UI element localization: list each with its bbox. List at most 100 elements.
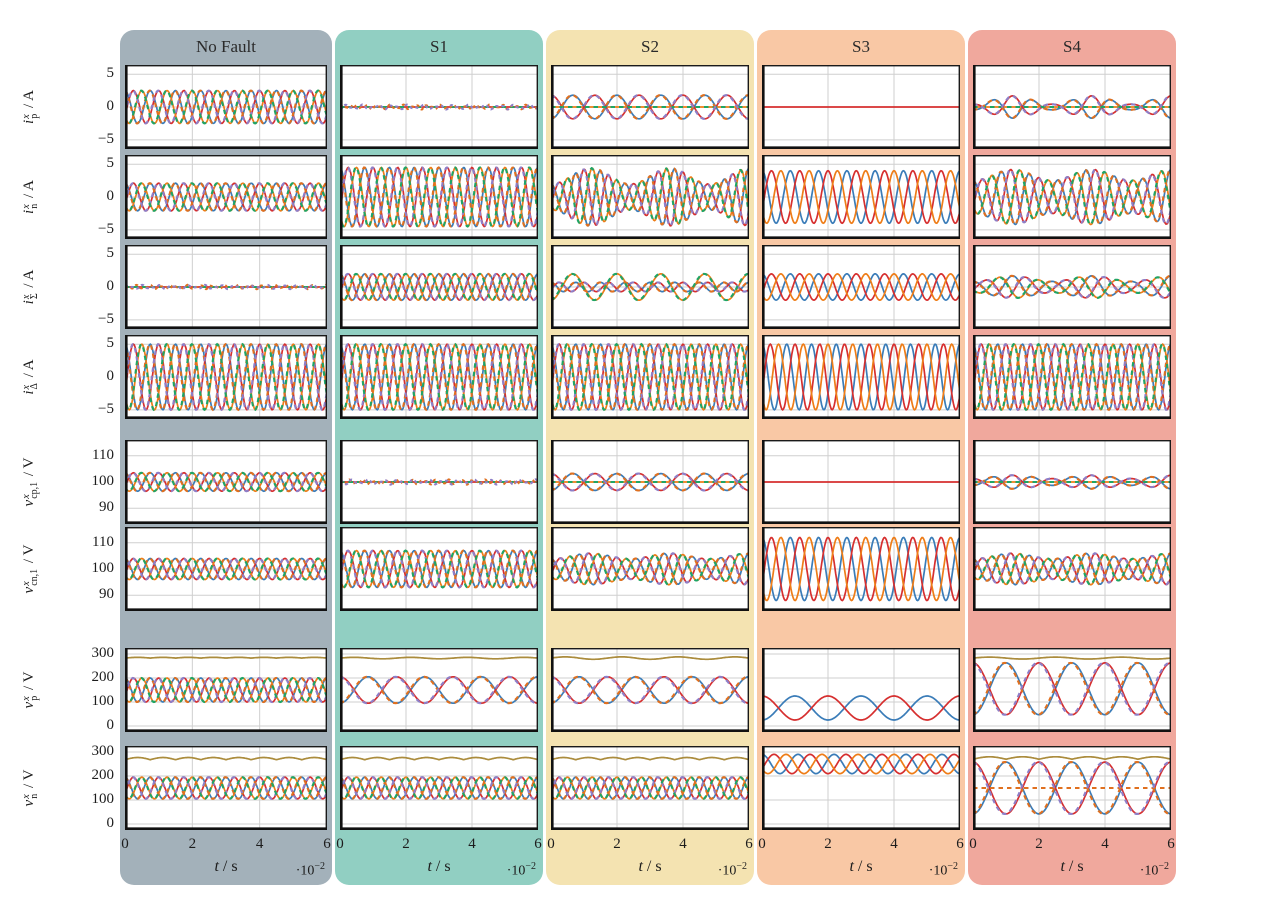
x-tick-label-s1: 4 — [468, 836, 476, 852]
axis-scale-note-nofault: ·10−2 — [295, 861, 325, 879]
x-tick-label-s4: 2 — [1035, 836, 1043, 852]
axis-scale-note-s2: ·10−2 — [717, 861, 747, 879]
plot-vcp1-s2 — [551, 440, 749, 524]
y-tick-label-idelta: 0 — [106, 368, 115, 384]
x-tick-label-s2: 6 — [745, 836, 753, 852]
y-tick-label-idelta: −5 — [98, 400, 114, 417]
plot-in-s1 — [340, 155, 538, 239]
y-tick-label-vcn1: 90 — [99, 586, 114, 603]
plot-isum-s1 — [340, 245, 538, 329]
y-tick-label-vcp1: 110 — [92, 446, 114, 463]
x-tick-label-nofault: 6 — [323, 836, 331, 852]
plot-ip-s1 — [340, 65, 538, 149]
column-header-s4: S4 — [1063, 37, 1081, 56]
x-axis-label-s3: t / s — [849, 858, 873, 875]
plot-vcn1-s2 — [551, 527, 749, 611]
plot-idelta-s3 — [762, 335, 960, 419]
column-header-s2: S2 — [641, 37, 659, 56]
plot-vcn1-s3 — [762, 527, 960, 611]
x-axis-label-nofault: t / s — [214, 858, 238, 875]
plot-vn-s3 — [762, 746, 960, 830]
plot-vp-s3 — [762, 648, 960, 732]
y-tick-label-vn: 0 — [106, 815, 115, 831]
plot-idelta-s4 — [973, 335, 1171, 419]
plot-vn-s1 — [340, 746, 538, 830]
y-tick-label-isum: 5 — [106, 245, 115, 262]
x-tick-label-s1: 6 — [534, 836, 542, 852]
y-tick-label-vcp1: 100 — [91, 473, 115, 489]
plot-vn-s2 — [551, 746, 749, 830]
y-tick-label-vn: 200 — [91, 767, 115, 783]
x-tick-label-s1: 0 — [336, 836, 344, 852]
plot-vcp1-s3 — [762, 440, 960, 524]
x-tick-label-s2: 0 — [547, 836, 555, 852]
y-axis-label-vcn1: v x cn,1 / V — [21, 544, 40, 594]
plot-vcn1-s1 — [340, 527, 538, 611]
plot-in-s2 — [551, 155, 749, 239]
y-tick-label-ip: −5 — [98, 130, 114, 147]
y-tick-label-ip: 0 — [106, 98, 115, 114]
y-tick-label-in: −5 — [98, 220, 114, 237]
y-tick-label-vcn1: 100 — [91, 560, 115, 576]
column-header-s3: S3 — [852, 37, 870, 56]
plot-vcn1-s4 — [973, 527, 1171, 611]
x-tick-label-s1: 2 — [402, 836, 410, 852]
x-axis-label-s1: t / s — [427, 858, 451, 875]
x-tick-label-s3: 6 — [956, 836, 964, 852]
plot-vp-nofault — [125, 648, 327, 732]
x-tick-label-nofault: 4 — [255, 836, 264, 852]
x-tick-label-s2: 4 — [679, 836, 687, 852]
plot-in-nofault — [125, 155, 327, 239]
y-tick-label-vn: 300 — [91, 743, 115, 759]
column-header-s1: S1 — [430, 37, 448, 56]
plot-vn-s4 — [973, 746, 1171, 830]
plot-idelta-s1 — [340, 335, 538, 419]
plot-ip-s4 — [973, 65, 1171, 149]
x-tick-label-s4: 0 — [969, 836, 977, 852]
y-tick-label-vp: 200 — [91, 669, 115, 685]
y-tick-label-vp: 300 — [91, 645, 115, 661]
y-tick-label-vn: 100 — [91, 791, 115, 807]
y-tick-label-vp: 0 — [106, 717, 115, 733]
y-tick-label-in: 0 — [106, 188, 115, 204]
plot-vcn1-nofault — [125, 527, 327, 611]
plot-vp-s2 — [551, 648, 749, 732]
plot-isum-s2 — [551, 245, 749, 329]
y-tick-label-in: 5 — [106, 155, 115, 172]
plot-vn-nofault — [125, 746, 327, 830]
axis-scale-note-s4: ·10−2 — [1139, 861, 1169, 879]
x-tick-label-s3: 4 — [890, 836, 898, 852]
plot-isum-nofault — [125, 245, 327, 329]
y-tick-label-isum: 0 — [106, 278, 115, 294]
plot-ip-s3 — [762, 65, 960, 149]
plot-vcp1-s4 — [973, 440, 1171, 524]
plot-vcp1-nofault — [125, 440, 327, 524]
x-tick-label-s4: 6 — [1167, 836, 1175, 852]
y-tick-label-vp: 100 — [91, 693, 115, 709]
plot-vp-s1 — [340, 648, 538, 732]
plot-ip-nofault — [125, 65, 327, 149]
column-header-nofault: No Fault — [196, 37, 256, 56]
x-axis-label-s4: t / s — [1060, 858, 1084, 875]
axis-scale-note-s3: ·10−2 — [928, 861, 958, 879]
plot-in-s3 — [762, 155, 960, 239]
x-tick-label-nofault: 2 — [188, 836, 197, 852]
y-tick-label-ip: 5 — [106, 65, 115, 82]
plot-idelta-nofault — [125, 335, 327, 419]
x-axis-label-s2: t / s — [638, 858, 662, 875]
plot-vp-s4 — [973, 648, 1171, 732]
plot-isum-s3 — [762, 245, 960, 329]
x-tick-label-s2: 2 — [613, 836, 621, 852]
x-tick-label-s3: 2 — [824, 836, 832, 852]
y-tick-label-idelta: 5 — [106, 335, 115, 352]
y-tick-label-isum: −5 — [98, 310, 114, 327]
plot-vcp1-s1 — [340, 440, 538, 524]
plot-idelta-s2 — [551, 335, 749, 419]
y-tick-label-vcp1: 90 — [99, 499, 114, 516]
x-tick-label-nofault: 0 — [121, 836, 129, 852]
y-tick-label-vcn1: 110 — [92, 533, 114, 550]
plot-in-s4 — [973, 155, 1171, 239]
